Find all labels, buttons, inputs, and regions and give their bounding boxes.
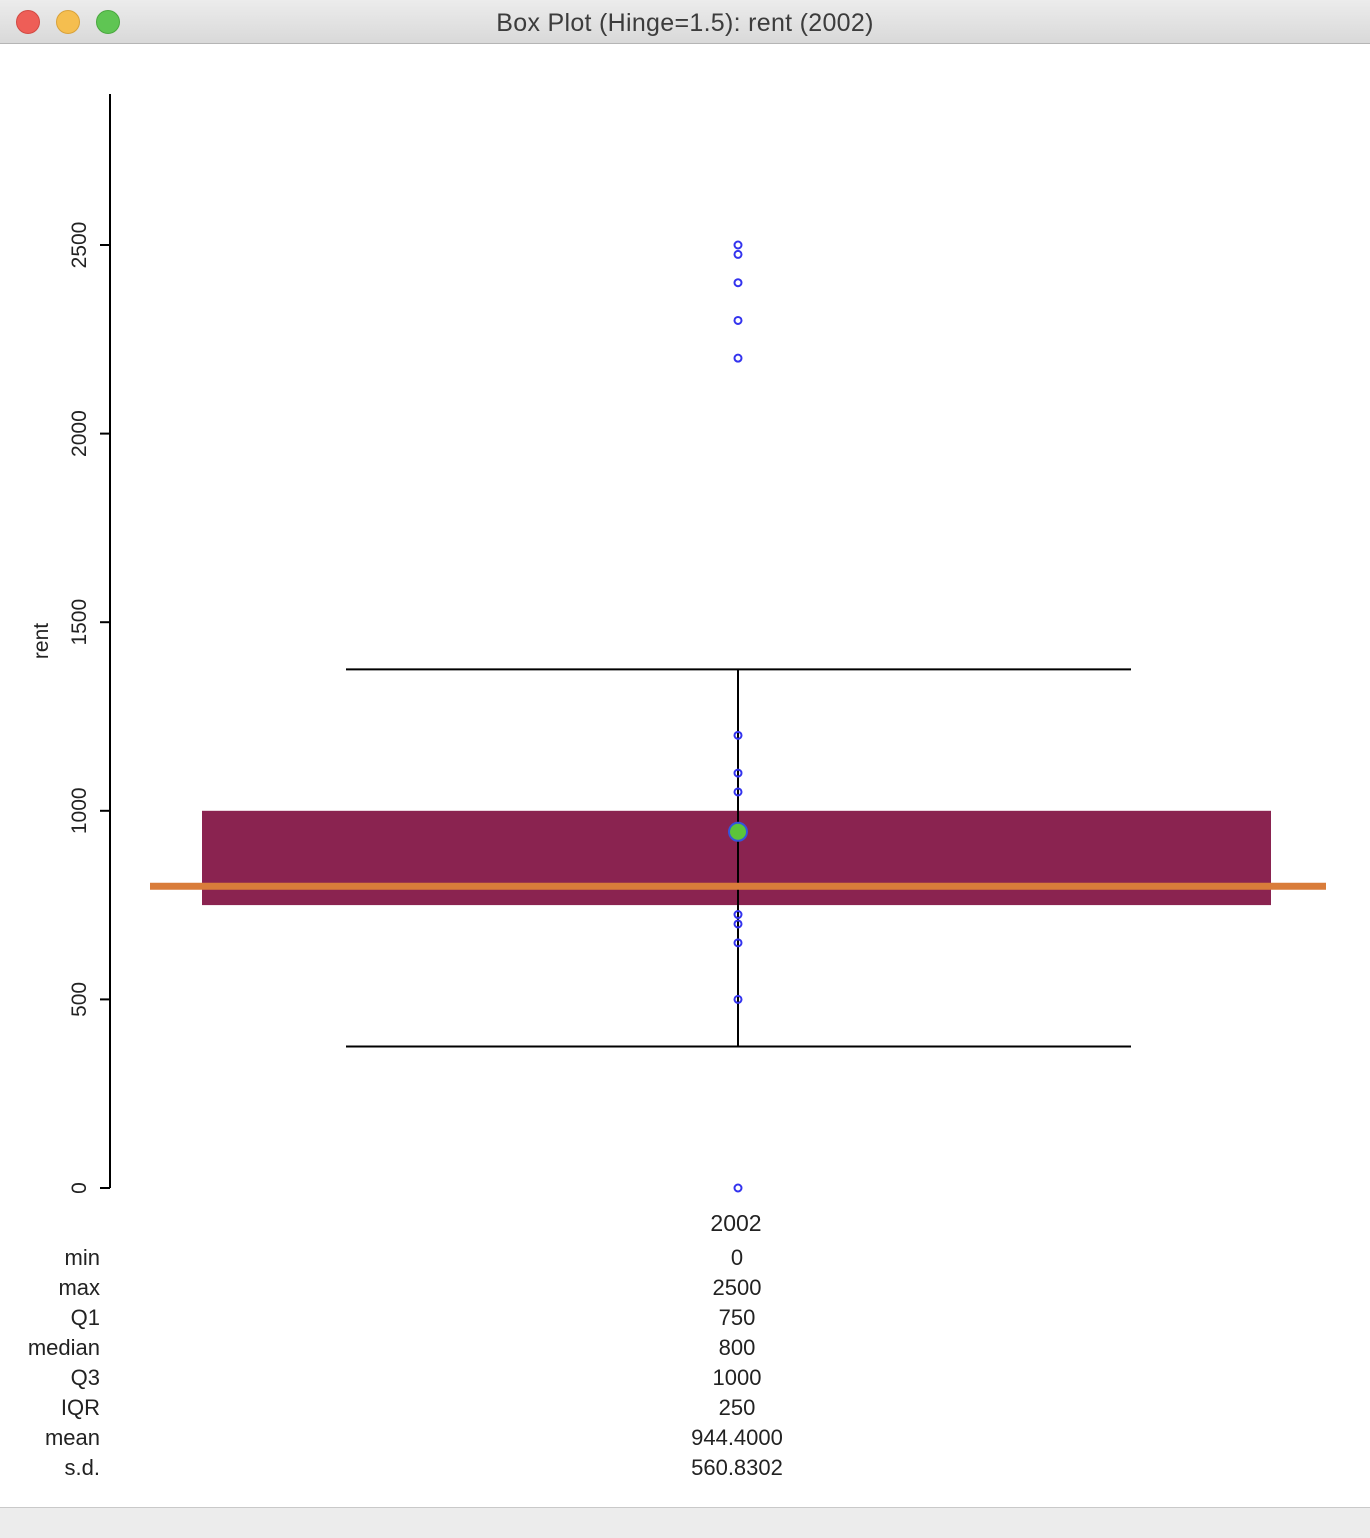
stat-row-mean: mean 944.4000 [0, 1423, 1370, 1453]
stat-label: s.d. [64, 1455, 100, 1480]
stat-row-q1: Q1 750 [0, 1303, 1370, 1333]
stat-row-sd: s.d. 560.8302 [0, 1453, 1370, 1483]
window-titlebar: Box Plot (Hinge=1.5): rent (2002) [0, 0, 1370, 44]
data-point[interactable] [733, 1183, 743, 1193]
y-tick-label: 0 [68, 1182, 91, 1194]
stat-label: mean [44, 1425, 100, 1450]
data-point[interactable] [733, 353, 743, 363]
stat-label: Q1 [70, 1305, 100, 1330]
stat-value: 560.8302 [691, 1455, 783, 1480]
data-points [733, 240, 743, 1193]
stat-label: min [64, 1245, 100, 1270]
y-axis-label: rent [30, 623, 53, 659]
data-point[interactable] [733, 787, 743, 797]
zoom-window-button[interactable] [96, 10, 120, 34]
y-tick-label: 2000 [68, 410, 91, 457]
close-window-button[interactable] [16, 10, 40, 34]
minimize-window-button[interactable] [56, 10, 80, 34]
data-point[interactable] [733, 315, 743, 325]
data-point[interactable] [733, 994, 743, 1004]
stat-value: 0 [730, 1245, 744, 1270]
y-axis-ticks: 0 500 1000 1500 2000 2500 [68, 222, 110, 1194]
stat-label: Q3 [70, 1365, 100, 1390]
stat-row-q3: Q3 1000 [0, 1363, 1370, 1393]
y-tick-label: 1500 [68, 599, 91, 646]
box-plot-canvas[interactable]: 0 500 1000 1500 2000 2500 rent 2002 [0, 44, 1370, 1244]
data-point[interactable] [733, 278, 743, 288]
stat-row-median: median 800 [0, 1333, 1370, 1363]
stat-row-min: min 0 [0, 1243, 1370, 1273]
x-category-label: 2002 [710, 1210, 761, 1236]
stat-label: median [27, 1335, 100, 1360]
y-tick-label: 1000 [68, 787, 91, 834]
y-tick-label: 2500 [68, 222, 91, 269]
data-point[interactable] [733, 919, 743, 929]
data-point[interactable] [733, 938, 743, 948]
stat-value: 800 [718, 1335, 756, 1360]
data-point[interactable] [733, 249, 743, 259]
stat-value: 750 [718, 1305, 756, 1330]
stat-value: 1000 [712, 1365, 762, 1390]
mean-marker[interactable] [728, 821, 748, 842]
window-bottom-bar [0, 1507, 1370, 1538]
y-tick-label: 500 [68, 982, 91, 1017]
data-point[interactable] [733, 910, 743, 920]
stat-row-max: max 2500 [0, 1273, 1370, 1303]
data-point[interactable] [733, 730, 743, 740]
stat-row-iqr: IQR 250 [0, 1393, 1370, 1423]
stat-value: 2500 [712, 1275, 762, 1300]
data-point[interactable] [733, 240, 743, 250]
stat-label: IQR [60, 1395, 100, 1420]
stat-value: 944.4000 [691, 1425, 783, 1450]
data-point[interactable] [733, 768, 743, 778]
window-title: Box Plot (Hinge=1.5): rent (2002) [496, 9, 874, 37]
stat-value: 250 [718, 1395, 756, 1420]
stat-label: max [58, 1275, 100, 1300]
